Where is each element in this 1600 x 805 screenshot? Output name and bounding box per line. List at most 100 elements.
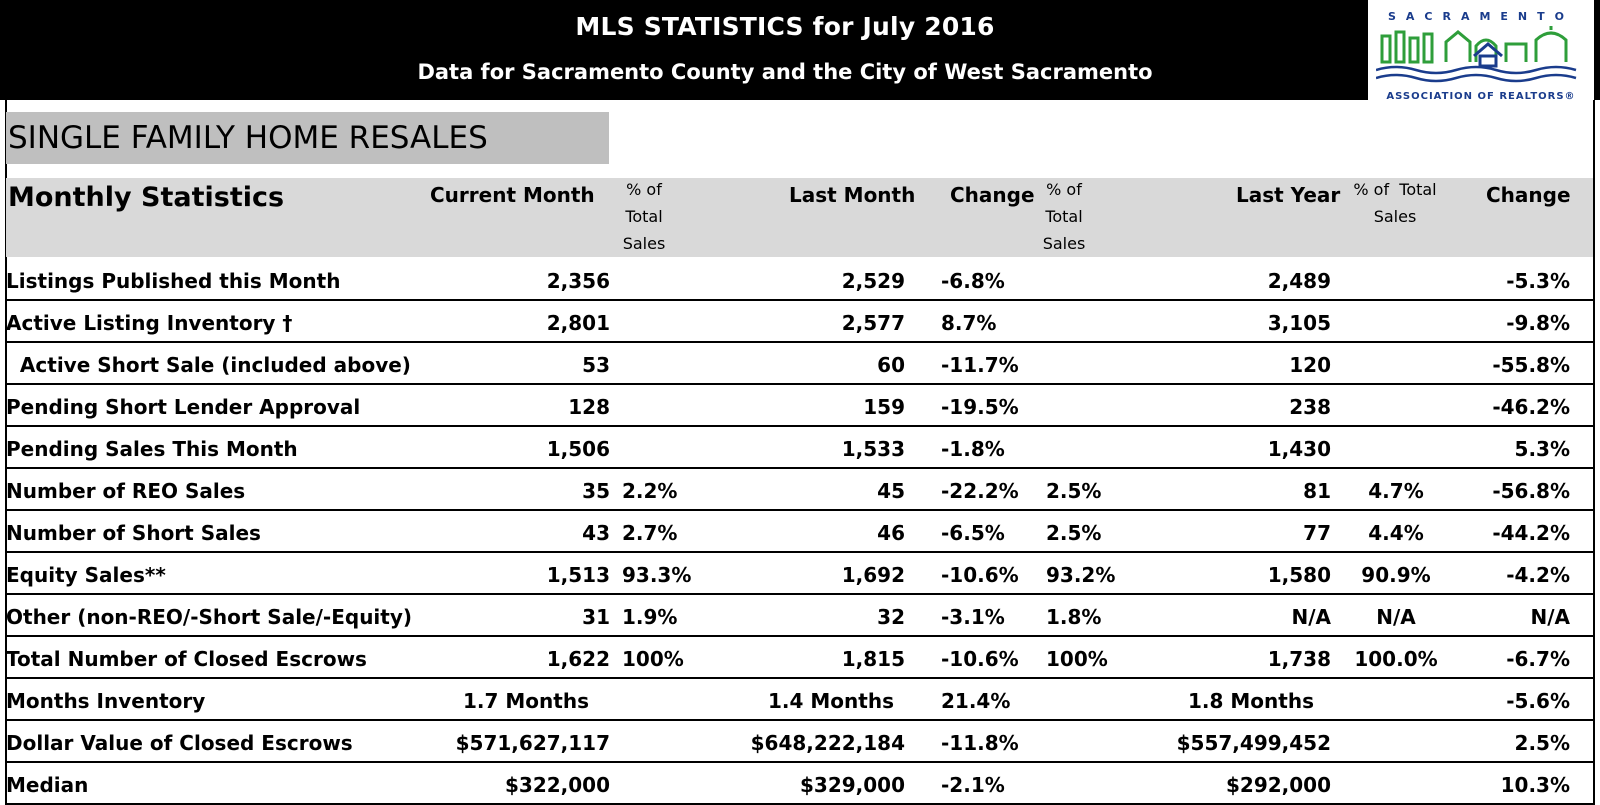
cell-pct-total-1: 1.9% [622,605,678,629]
cell-last-year: 81 [1303,479,1331,503]
cell-change-2: -56.8% [1492,479,1570,503]
cell-pct-total-1: 2.2% [622,479,678,503]
section-title: SINGLE FAMILY HOME RESALES [6,112,609,164]
table-row: Active Short Sale (included above) 53 60 -1… [6,341,1593,385]
table-row: Median $322,000 $329,000 -2.1% $292,000 10.3% [6,761,1593,805]
cell-change-1: -3.1% [941,605,1005,629]
cell-change-1: -19.5% [941,395,1019,419]
cell-change-2: 10.3% [1500,773,1570,797]
table-row: Listings Published this Month 2,356 2,529 -… [6,257,1593,301]
cell-change-1: -1.8% [941,437,1005,461]
logo-top-text: SACRAMENTO [1387,10,1574,23]
cell-current-month: 35 [582,479,610,503]
association-logo: SACRAMENTO ASSOCIATION OF REALTORS® [1368,0,1594,108]
cell-last-year: 1,738 [1267,647,1331,671]
cell-change-2: 5.3% [1514,437,1570,461]
cell-current-month: 43 [582,521,610,545]
cell-last-month: 45 [877,479,905,503]
cell-change-1: -2.1% [941,773,1005,797]
cell-current-month: 2,356 [546,269,610,293]
cell-label: Listings Published this Month [6,269,341,293]
cell-current-month: 1,622 [546,647,610,671]
table-row: Total Number of Closed Escrows 1,622 100% 1… [6,635,1593,679]
cell-pct-total-1: 2.7% [622,521,678,545]
cell-last-year: 2,489 [1267,269,1331,293]
cell-pct-total-2: 93.2% [1046,563,1116,587]
cell-pct-total-1: 100% [622,647,684,671]
cell-change-1: -6.5% [941,521,1005,545]
cell-last-month: 1,815 [841,647,905,671]
cell-last-month: 2,529 [841,269,905,293]
cell-change-2: -4.2% [1506,563,1570,587]
table-row: Pending Short Lender Approval 128 159 -19.5… [6,383,1593,427]
cell-label: Dollar Value of Closed Escrows [6,731,353,755]
table-right-border [1593,100,1595,805]
cell-change-1: -6.8% [941,269,1005,293]
cell-change-2: 2.5% [1514,731,1570,755]
header-text-line: Sales [1373,207,1417,226]
cell-change-2: -5.3% [1506,269,1570,293]
header-last-year: Last Year [1236,183,1341,207]
table-header: Monthly Statistics Current Month % of To… [6,178,1593,257]
header-pct-total-2: % of Total Sales [1034,176,1094,257]
cell-last-month: 32 [877,605,905,629]
cell-label: Total Number of Closed Escrows [6,647,367,671]
header-text-line: % of [626,180,662,199]
cell-pct-total-2: 1.8% [1046,605,1102,629]
header-pct-total-3: % of Total Sales [1340,176,1450,230]
cell-pct-total-3: 4.4% [1368,521,1424,545]
cell-change-2: N/A [1530,605,1570,629]
cell-change-2: -44.2% [1492,521,1570,545]
cell-change-2: -55.8% [1492,353,1570,377]
cell-label: Months Inventory [6,689,206,713]
cell-change-1: -11.8% [941,731,1019,755]
header-text-line: % of [1046,180,1082,199]
table-row: Active Listing Inventory † 2,801 2,577 8.7%… [6,299,1593,343]
table-left-border [5,100,7,805]
header-text-line: Total [1045,207,1083,226]
table-row: Number of REO Sales 35 2.2% 45 -22.2% 2.5% 81 4… [6,467,1593,511]
cell-last-month: $329,000 [799,773,905,797]
table-row: Months Inventory 1.7 Months 1.4 Months 21.4… [6,677,1593,721]
cell-change-1: -10.6% [941,647,1019,671]
cell-last-month: 1.4 Months [768,689,894,713]
cell-current-month: $571,627,117 [455,731,610,755]
cell-label: Other (non-REO/-Short Sale/-Equity) [6,605,413,629]
cell-pct-total-1: 93.3% [622,563,692,587]
cell-change-1: 21.4% [941,689,1011,713]
cell-current-month: 2,801 [546,311,610,335]
header-last-month: Last Month [789,183,916,207]
header-text-line: Total [625,207,663,226]
cell-label: Active Listing Inventory † [6,311,293,335]
cell-change-1: 8.7% [941,311,997,335]
skyline-icon [1376,26,1577,83]
cell-label: Median [6,773,89,797]
cell-last-month: 2,577 [841,311,905,335]
cell-change-1: -10.6% [941,563,1019,587]
cell-change-2: -9.8% [1506,311,1570,335]
cell-label: Number of Short Sales [6,521,261,545]
cell-last-year: 1,430 [1267,437,1331,461]
header-text-line: Sales [622,234,666,253]
cell-label: Equity Sales** [6,563,166,587]
page-title: MLS STATISTICS for July 2016 [575,12,995,41]
cell-current-month: $322,000 [504,773,610,797]
cell-current-month: 1,513 [546,563,610,587]
cell-label: Active Short Sale (included above) [6,353,411,377]
table-row: Number of Short Sales 43 2.7% 46 -6.5% 2.5% 77… [6,509,1593,553]
cell-last-month: 1,692 [841,563,905,587]
cell-change-2: -46.2% [1492,395,1570,419]
cell-pct-total-3: 90.9% [1361,563,1431,587]
cell-change-2: -5.6% [1506,689,1570,713]
page-subtitle: Data for Sacramento County and the City … [417,60,1153,84]
header-monthly-statistics: Monthly Statistics [8,182,285,213]
cell-current-month: 1.7 Months [463,689,589,713]
cell-last-year: 238 [1289,395,1331,419]
cell-last-year: 3,105 [1267,311,1331,335]
cell-last-month: 60 [877,353,905,377]
cell-current-month: 53 [582,353,610,377]
cell-last-year: N/A [1291,605,1331,629]
cell-current-month: 31 [582,605,610,629]
header-text-line: % of Total [1353,180,1437,199]
table-row: Dollar Value of Closed Escrows $571,627,1… [6,719,1593,763]
